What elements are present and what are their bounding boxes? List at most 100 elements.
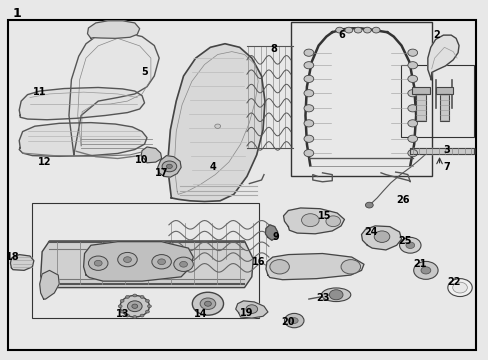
- Circle shape: [162, 161, 176, 172]
- Text: 26: 26: [395, 195, 409, 205]
- Circle shape: [145, 300, 149, 302]
- Circle shape: [120, 310, 124, 313]
- Polygon shape: [361, 226, 401, 250]
- Text: 14: 14: [193, 310, 207, 319]
- Circle shape: [304, 49, 313, 56]
- Polygon shape: [283, 208, 344, 234]
- Text: 15: 15: [318, 211, 331, 221]
- Polygon shape: [141, 147, 161, 163]
- Text: 7: 7: [443, 162, 449, 172]
- Circle shape: [140, 314, 144, 317]
- Polygon shape: [427, 35, 458, 80]
- Polygon shape: [158, 156, 181, 177]
- Circle shape: [304, 135, 313, 142]
- Circle shape: [140, 296, 144, 298]
- Circle shape: [245, 305, 257, 314]
- Circle shape: [152, 255, 171, 269]
- Text: 2: 2: [433, 30, 440, 40]
- Circle shape: [166, 164, 172, 168]
- Circle shape: [304, 62, 313, 69]
- Circle shape: [344, 27, 352, 33]
- Bar: [415, 94, 425, 121]
- Circle shape: [301, 214, 319, 226]
- Polygon shape: [19, 87, 144, 120]
- Circle shape: [158, 259, 165, 265]
- Bar: [411, 87, 429, 94]
- Text: 13: 13: [116, 310, 129, 319]
- Text: 24: 24: [364, 227, 377, 237]
- Text: 8: 8: [270, 44, 277, 54]
- Circle shape: [125, 314, 129, 317]
- Circle shape: [407, 135, 417, 142]
- Circle shape: [405, 242, 414, 248]
- Text: 17: 17: [155, 168, 168, 178]
- Circle shape: [145, 310, 149, 313]
- Circle shape: [371, 27, 379, 33]
- Text: 5: 5: [141, 67, 147, 77]
- Text: 10: 10: [135, 155, 148, 165]
- Polygon shape: [167, 44, 264, 202]
- Circle shape: [120, 300, 124, 302]
- Circle shape: [204, 301, 211, 306]
- Bar: [32, 203, 259, 318]
- Bar: [435, 87, 452, 94]
- Circle shape: [407, 62, 417, 69]
- Circle shape: [407, 120, 417, 127]
- Circle shape: [304, 75, 313, 82]
- Circle shape: [304, 149, 313, 157]
- Circle shape: [132, 304, 138, 309]
- Circle shape: [118, 252, 137, 267]
- Polygon shape: [235, 301, 267, 318]
- Circle shape: [420, 267, 430, 274]
- Bar: [400, 65, 473, 137]
- Polygon shape: [41, 241, 253, 295]
- Circle shape: [94, 260, 102, 266]
- Text: 25: 25: [398, 236, 411, 246]
- Bar: [439, 94, 448, 121]
- Polygon shape: [83, 242, 193, 281]
- Circle shape: [407, 75, 417, 82]
- Text: 3: 3: [443, 144, 449, 154]
- Circle shape: [284, 314, 304, 328]
- Text: 23: 23: [315, 293, 328, 303]
- Circle shape: [399, 237, 420, 253]
- Polygon shape: [10, 255, 34, 270]
- Circle shape: [118, 305, 122, 308]
- Circle shape: [452, 282, 467, 293]
- Circle shape: [373, 231, 389, 242]
- Polygon shape: [40, 270, 59, 299]
- Circle shape: [304, 90, 313, 97]
- Bar: [290, 22, 431, 176]
- Circle shape: [269, 260, 289, 274]
- Text: 19: 19: [240, 308, 253, 318]
- Polygon shape: [69, 31, 159, 155]
- Text: 22: 22: [447, 277, 460, 287]
- Polygon shape: [265, 253, 363, 280]
- Circle shape: [147, 305, 151, 308]
- Text: 18: 18: [6, 252, 20, 262]
- Polygon shape: [19, 123, 147, 156]
- Circle shape: [325, 216, 340, 226]
- Circle shape: [133, 316, 137, 319]
- Circle shape: [407, 149, 417, 157]
- Circle shape: [123, 257, 131, 262]
- Circle shape: [127, 301, 142, 312]
- Text: 6: 6: [338, 30, 345, 40]
- Circle shape: [304, 120, 313, 127]
- Circle shape: [290, 318, 298, 323]
- Circle shape: [407, 90, 417, 97]
- Circle shape: [407, 49, 417, 56]
- Circle shape: [214, 124, 220, 129]
- Circle shape: [353, 27, 361, 33]
- Circle shape: [335, 27, 343, 33]
- Circle shape: [192, 292, 223, 315]
- Text: 1: 1: [13, 7, 21, 20]
- Polygon shape: [409, 148, 473, 154]
- Circle shape: [363, 27, 370, 33]
- Circle shape: [200, 298, 215, 310]
- Circle shape: [173, 257, 193, 271]
- Circle shape: [133, 294, 137, 297]
- Polygon shape: [87, 21, 140, 39]
- Circle shape: [88, 256, 108, 270]
- Text: 12: 12: [38, 157, 51, 167]
